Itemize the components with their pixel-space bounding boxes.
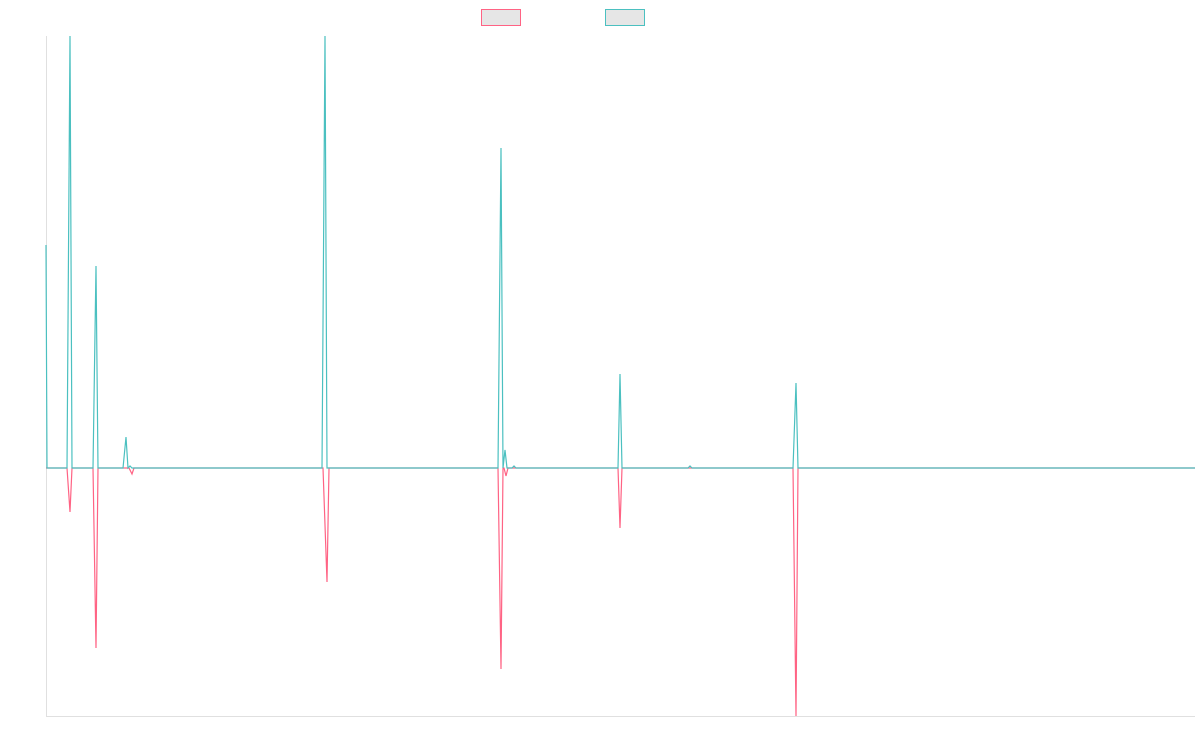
series-line [45, 35, 1195, 470]
legend-swatch [605, 9, 645, 26]
series-line [46, 467, 1195, 717]
legend-swatch [481, 9, 521, 26]
